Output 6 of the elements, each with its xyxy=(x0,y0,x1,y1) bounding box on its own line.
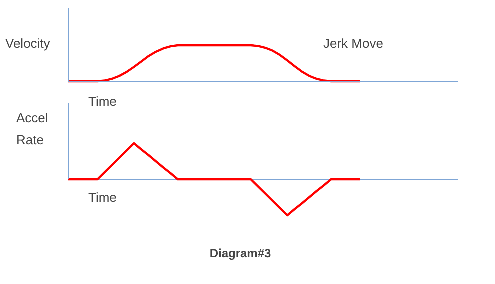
x-axis-title: Time xyxy=(88,94,117,109)
y-axis-title: Velocity xyxy=(6,36,51,51)
text: Diagram#3 xyxy=(210,246,272,260)
x-axis-title: Time xyxy=(88,190,117,205)
y-axis-title: Accel Rate xyxy=(16,110,48,148)
annotation: Jerk Move xyxy=(324,36,384,51)
